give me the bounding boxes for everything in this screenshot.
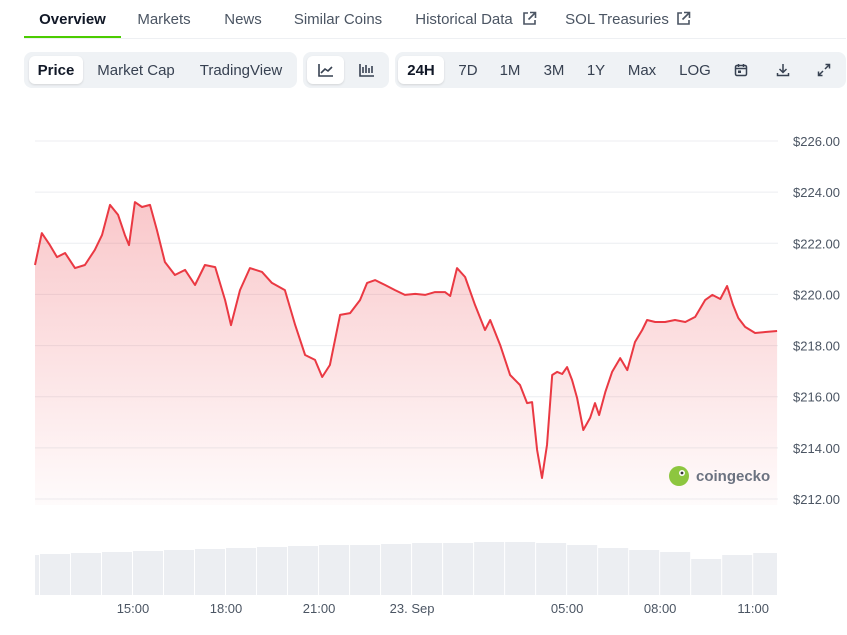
download-button[interactable] (768, 56, 798, 84)
view-button[interactable]: TradingView (199, 61, 283, 79)
volume-bar (598, 548, 629, 595)
x-tick-label: 05:00 (551, 601, 584, 616)
range-button[interactable]: Max (627, 61, 657, 79)
volume-bar (288, 546, 319, 595)
x-tick-label: 23. Sep (390, 601, 435, 616)
volume-bar (474, 542, 505, 595)
volume-bar (257, 547, 288, 595)
y-tick-label: $224.00 (793, 185, 840, 200)
tab[interactable]: Historical Data (415, 10, 513, 28)
download-icon (776, 64, 790, 77)
watermark-text: coingecko (696, 468, 770, 485)
line-chart-button[interactable] (307, 56, 344, 84)
volume-bar (691, 559, 722, 595)
y-tick-label: $218.00 (793, 339, 840, 354)
volume-bar (35, 555, 39, 595)
y-tick-label: $222.00 (793, 236, 840, 251)
volume-bar (350, 545, 381, 595)
x-tick-label: 15:00 (117, 601, 150, 616)
volume-bar (505, 542, 536, 595)
y-tick-label: $216.00 (793, 390, 840, 405)
tab[interactable]: SOL Treasuries (565, 10, 669, 28)
x-tick-label: 08:00 (644, 601, 677, 616)
external-link-icon (523, 11, 537, 25)
range-button[interactable]: 7D (458, 61, 478, 79)
calendar-button[interactable] (726, 56, 756, 84)
candle-chart-button[interactable] (348, 56, 385, 84)
tab-underline (24, 36, 121, 38)
range-button[interactable]: 1M (499, 61, 521, 79)
volume-bar (195, 549, 226, 595)
volume-bar (101, 552, 132, 595)
view-button[interactable]: Market Cap (97, 61, 175, 79)
volume-bar (164, 550, 195, 595)
volume-bar (319, 545, 350, 595)
range-button[interactable]: 3M (543, 61, 565, 79)
range-button[interactable]: LOG (679, 61, 711, 79)
volume-bar (660, 552, 691, 595)
volume-bar (753, 553, 777, 595)
watermark: coingecko (669, 466, 770, 486)
volume-bar (70, 553, 101, 595)
volume-bar (226, 548, 257, 595)
line-chart-icon (317, 64, 333, 77)
x-tick-label: 21:00 (303, 601, 336, 616)
x-tick-label: 11:00 (737, 601, 769, 616)
external-link-icon (677, 11, 691, 25)
volume-bar (536, 543, 567, 595)
volume-bars (35, 542, 777, 595)
y-tick-label: $226.00 (793, 134, 840, 149)
tab[interactable]: Similar Coins (293, 10, 383, 28)
volume-bar (381, 544, 412, 595)
range-button[interactable]: 1Y (586, 61, 606, 79)
fullscreen-button[interactable] (809, 56, 839, 84)
button-group (395, 52, 846, 88)
y-tick-label: $212.00 (793, 492, 840, 507)
y-tick-label: $220.00 (793, 287, 840, 302)
tab[interactable]: Overview (39, 10, 106, 28)
tab[interactable]: News (224, 10, 262, 28)
range-button[interactable]: 24H (398, 56, 444, 84)
tab[interactable]: Markets (137, 10, 191, 28)
volume-bar (39, 554, 70, 595)
volume-bar (132, 551, 164, 595)
view-button[interactable]: Price (29, 56, 83, 84)
calendar-icon (734, 64, 748, 77)
volume-bar (567, 545, 598, 595)
x-tick-label: 18:00 (210, 601, 243, 616)
volume-bar (722, 555, 753, 595)
volume-bar (443, 543, 474, 595)
price-area (35, 202, 778, 505)
volume-bar (412, 543, 443, 595)
price-line (34, 201, 778, 479)
y-tick-label: $214.00 (793, 441, 840, 456)
fullscreen-icon (817, 63, 831, 77)
volume-bar (629, 550, 660, 595)
tab-divider (24, 38, 846, 39)
candle-chart-icon (358, 64, 374, 77)
